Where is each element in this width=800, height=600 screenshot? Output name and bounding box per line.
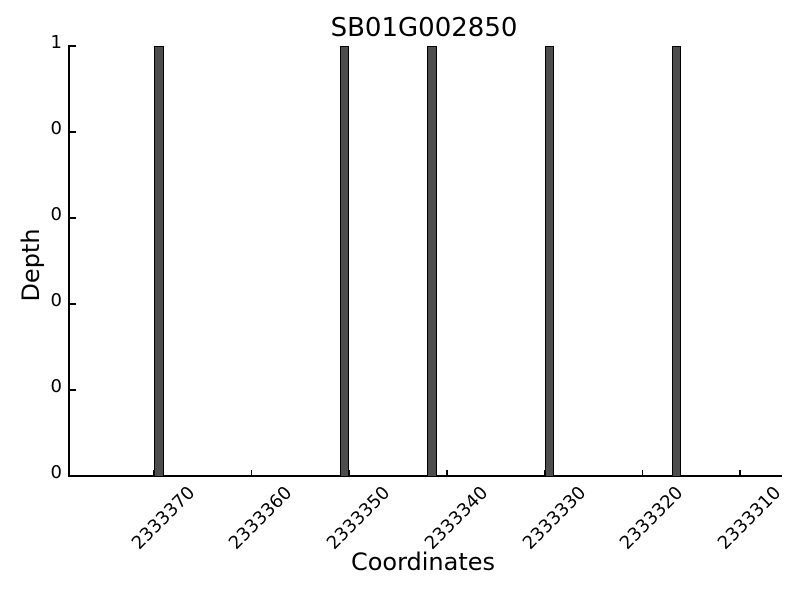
y-tick [69,475,76,477]
x-tick [446,469,448,476]
y-axis-label-text: Depth [17,228,45,302]
x-tick [641,469,644,476]
x-axis-label: Coordinates [350,548,496,576]
x-tick-label: 2333320 [615,482,688,554]
y-tick-label: 0 [50,204,62,225]
x-axis-spine [68,475,783,477]
y-tick [69,217,76,219]
x-tick-label: 2333340 [420,482,493,554]
chart-title: SB01G002850 [330,13,518,43]
depth-bar [544,46,555,477]
x-tick-label: 2333310 [713,482,786,554]
depth-bar [427,46,438,477]
y-axis-spine [68,45,70,477]
y-tick-label: 0 [50,290,62,311]
x-tick [348,469,351,476]
y-tick-label: 0 [50,118,62,139]
depth-bar [153,46,164,477]
x-tick [250,469,253,476]
y-tick-label: 0 [50,376,62,397]
x-tick-label: 2333370 [127,482,200,554]
x-tick-label: 2333360 [225,482,297,554]
x-tick-label: 2333350 [322,482,395,554]
y-tick-label: 0 [50,462,62,483]
y-tick [69,131,76,133]
x-tick-label: 2333330 [518,482,590,554]
depth-bar [671,46,682,477]
y-tick [69,303,76,305]
y-tick [69,45,76,47]
y-tick-label: 1 [50,32,62,53]
depth-bar [339,46,350,477]
x-tick [739,469,741,476]
y-tick [69,389,76,391]
